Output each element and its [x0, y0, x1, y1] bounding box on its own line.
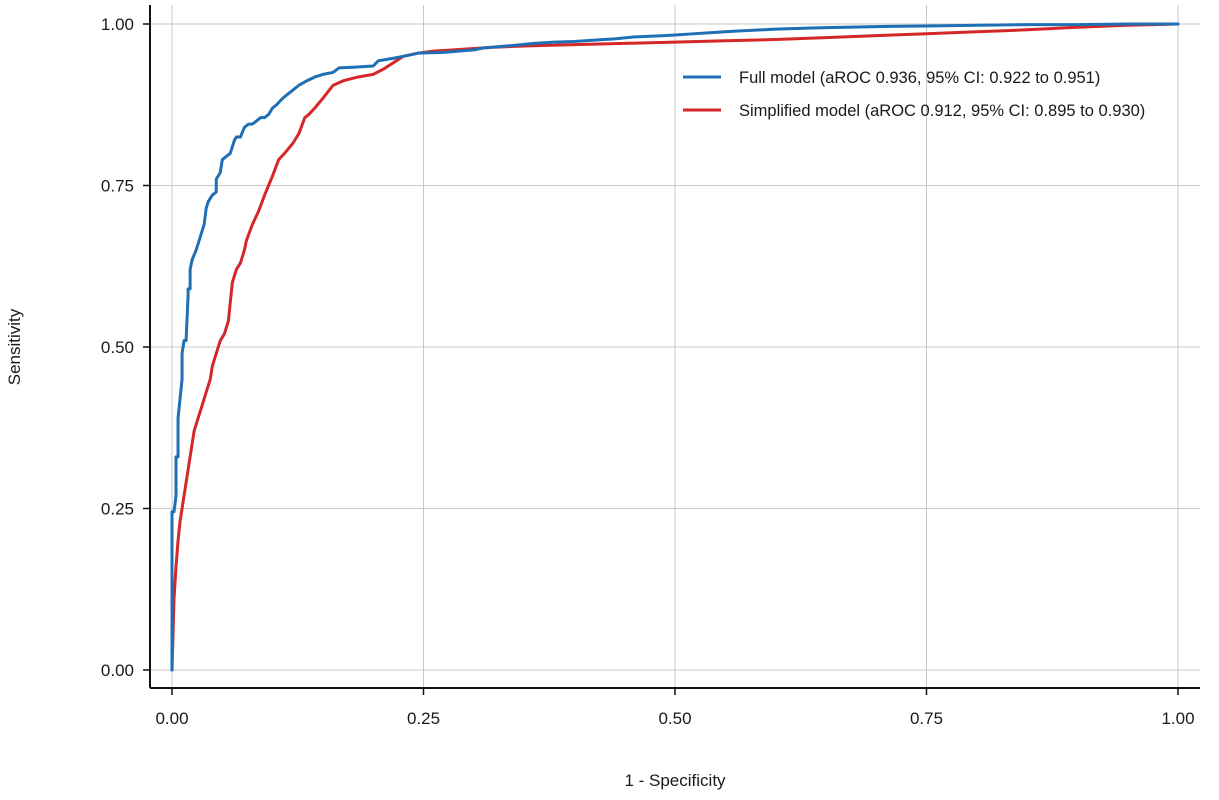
series-line-0 [170, 22, 1180, 672]
series-lines [170, 22, 1180, 672]
x-tick-labels: 0.00 0.25 0.50 0.75 1.00 [155, 709, 1194, 728]
x-tick-label-3: 0.75 [910, 709, 943, 728]
x-tick-label-2: 0.50 [658, 709, 691, 728]
y-tick-label-4: 1.00 [101, 15, 134, 34]
x-tick-label-0: 0.00 [155, 709, 188, 728]
y-tick-label-2: 0.50 [101, 338, 134, 357]
y-tick-label-0: 0.00 [101, 661, 134, 680]
x-tick-label-1: 0.25 [407, 709, 440, 728]
y-tick-label-3: 0.75 [101, 177, 134, 196]
legend-label-0: Full model (aROC 0.936, 95% CI: 0.922 to… [739, 69, 1100, 87]
legend-label-1: Simplified model (aROC 0.912, 95% CI: 0.… [739, 102, 1145, 120]
series-line-1 [170, 22, 1180, 672]
y-axis-title: Sensitivity [5, 308, 24, 385]
y-tick-labels: 0.00 0.25 0.50 0.75 1.00 [101, 15, 134, 680]
legend: Full model (aROC 0.936, 95% CI: 0.922 to… [683, 69, 1145, 120]
y-tick-label-1: 0.25 [101, 500, 134, 519]
x-axis-title: 1 - Specificity [624, 771, 726, 790]
x-tick-label-4: 1.00 [1161, 709, 1194, 728]
axes [143, 5, 1200, 695]
